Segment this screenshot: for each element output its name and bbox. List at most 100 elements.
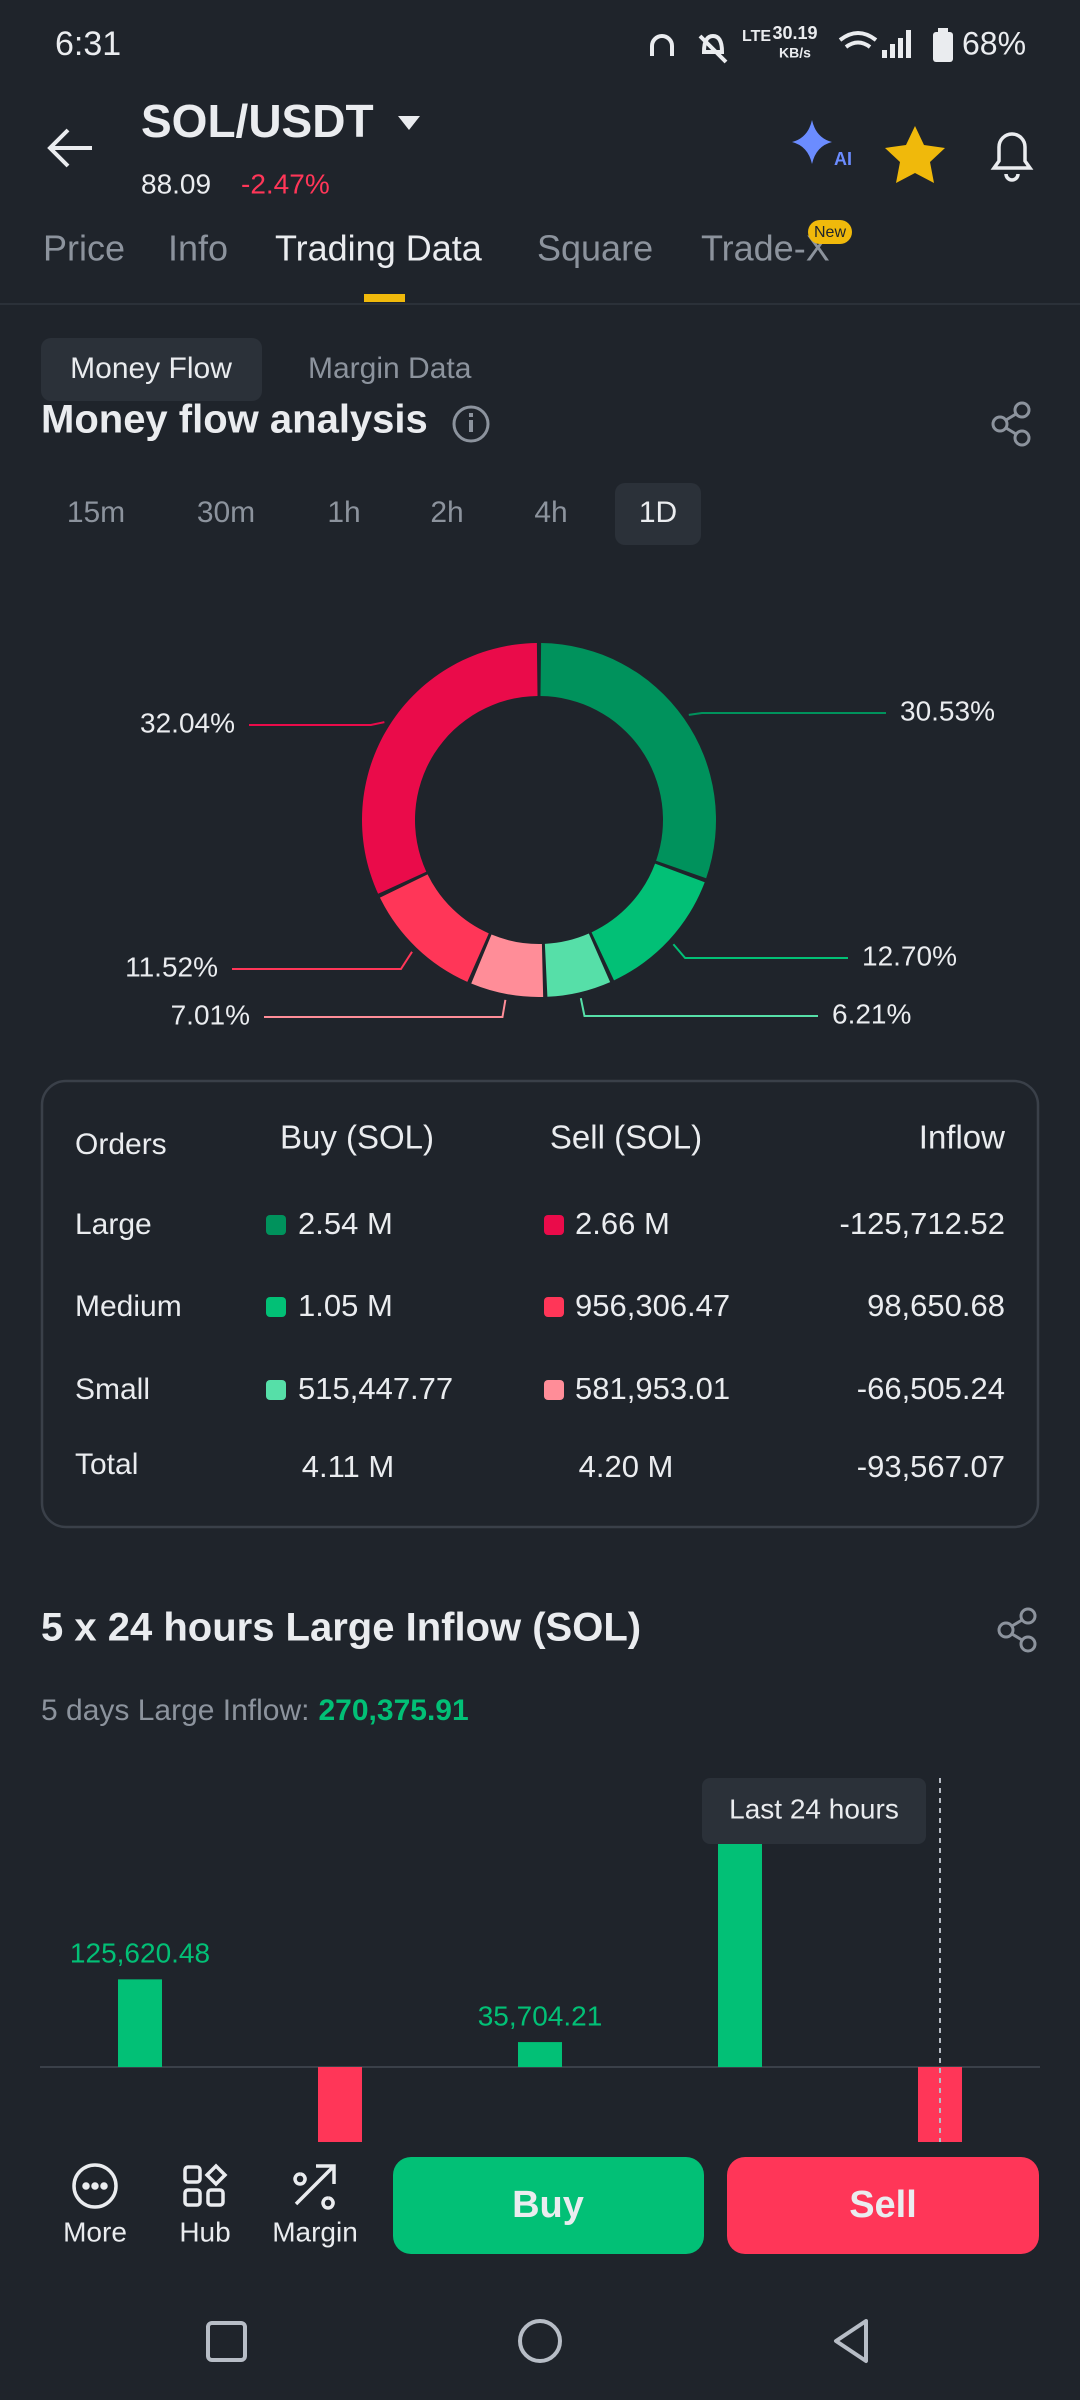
divider bbox=[0, 303, 1080, 305]
sell-button[interactable] bbox=[727, 2157, 1039, 2254]
status-icons bbox=[650, 31, 878, 64]
row-label: Large bbox=[75, 1208, 152, 1241]
interval[interactable]: 4h bbox=[534, 496, 567, 529]
bar[interactable] bbox=[318, 2067, 362, 2150]
buy-cell: 2.54 M bbox=[298, 1206, 393, 1241]
bell-icon[interactable] bbox=[990, 132, 1034, 182]
sell-cell: 2.66 M bbox=[575, 1206, 670, 1241]
row-label: Small bbox=[75, 1373, 150, 1406]
buy-swatch bbox=[266, 1380, 286, 1400]
bar[interactable] bbox=[718, 1826, 762, 2067]
row-label: Total bbox=[75, 1448, 138, 1481]
table-header: Inflow bbox=[919, 1119, 1005, 1156]
interval[interactable]: 2h bbox=[430, 496, 463, 529]
buy-cell: 1.05 M bbox=[298, 1288, 393, 1323]
inflow-cell: -66,505.24 bbox=[857, 1371, 1005, 1406]
donut-segment bbox=[362, 643, 538, 894]
action-label[interactable]: Hub bbox=[179, 2216, 230, 2247]
donut-segment bbox=[471, 934, 544, 997]
ai-icon[interactable] bbox=[792, 120, 832, 164]
section-title: Money flow analysis bbox=[41, 398, 428, 442]
sub-tab[interactable]: Margin Data bbox=[308, 352, 472, 385]
new-badge: New bbox=[814, 224, 846, 241]
net-speed: 30.19 bbox=[772, 23, 817, 43]
bar-label: 125,620.48 bbox=[70, 1938, 210, 1969]
nav-bar bbox=[206, 2319, 868, 2363]
interval[interactable]: 30m bbox=[197, 496, 255, 529]
table-border bbox=[40, 1079, 1040, 1529]
action-label[interactable]: More bbox=[63, 2216, 127, 2247]
donut-segment bbox=[544, 933, 611, 997]
tab[interactable]: Square bbox=[537, 228, 653, 269]
donut-label: 30.53% bbox=[900, 695, 995, 726]
leader-line bbox=[688, 712, 886, 716]
tooltip-text: Last 24 hours bbox=[729, 1793, 899, 1824]
sell-label[interactable]: Sell bbox=[849, 2184, 917, 2226]
new-badge-bg bbox=[808, 220, 852, 244]
sell-swatch bbox=[544, 1215, 564, 1235]
leader-line bbox=[264, 999, 507, 1018]
tab-active[interactable]: Trading Data bbox=[275, 228, 483, 269]
buy-swatch bbox=[266, 1215, 286, 1235]
leader-line bbox=[579, 997, 818, 1017]
interval[interactable]: 1h bbox=[327, 496, 360, 529]
donut-segment bbox=[540, 643, 716, 879]
interval-active-bg bbox=[615, 483, 701, 545]
nav-recents[interactable] bbox=[206, 2321, 247, 2362]
table-header: Sell (SOL) bbox=[550, 1119, 702, 1156]
tab[interactable]: Price bbox=[43, 228, 125, 269]
bar[interactable] bbox=[518, 2042, 562, 2067]
status-time: 6:31 bbox=[55, 25, 121, 63]
favorite-star[interactable] bbox=[885, 126, 945, 183]
interval-active[interactable]: 1D bbox=[639, 496, 677, 529]
buy-button[interactable] bbox=[393, 2157, 704, 2254]
ai-badge: AI bbox=[834, 149, 852, 169]
price-change: -2.47% bbox=[241, 168, 330, 199]
bar[interactable] bbox=[118, 1979, 162, 2067]
donut-label: 7.01% bbox=[171, 999, 250, 1030]
bar-label: 35,704.21 bbox=[478, 2000, 603, 2031]
action-label[interactable]: Margin bbox=[272, 2216, 358, 2247]
sell-cell: 956,306.47 bbox=[575, 1288, 730, 1323]
inflow-cell: -93,567.07 bbox=[857, 1449, 1005, 1484]
back-button[interactable] bbox=[47, 128, 92, 168]
tab-indicator bbox=[364, 294, 405, 302]
donut-label: 12.70% bbox=[862, 940, 957, 971]
row-label: Medium bbox=[75, 1290, 182, 1323]
donut-segment bbox=[591, 863, 705, 981]
info-icon[interactable] bbox=[452, 405, 490, 443]
share-icon[interactable] bbox=[991, 401, 1031, 447]
table-header: Buy (SOL) bbox=[280, 1119, 434, 1156]
chart-title: 5 x 24 hours Large Inflow (SOL) bbox=[41, 1606, 641, 1650]
table-header: Orders bbox=[75, 1128, 167, 1161]
pair-dropdown[interactable] bbox=[398, 116, 420, 130]
sub-tab-active[interactable]: Money Flow bbox=[70, 352, 232, 385]
leader-line bbox=[249, 721, 385, 726]
nav-back[interactable] bbox=[834, 2319, 868, 2363]
inflow-cell: 98,650.68 bbox=[867, 1288, 1005, 1323]
chart-subtitle-value: 270,375.91 bbox=[319, 1694, 469, 1727]
buy-label[interactable]: Buy bbox=[512, 2184, 584, 2226]
sell-cell: 4.20 M bbox=[579, 1449, 674, 1484]
chart-subtitle-label: 5 days Large Inflow: bbox=[41, 1694, 310, 1727]
pair-title[interactable]: SOL/USDT bbox=[141, 95, 374, 147]
sub-tab-bg bbox=[41, 338, 262, 401]
share-icon[interactable] bbox=[997, 1607, 1037, 1653]
donut-label: 11.52% bbox=[125, 951, 218, 982]
net-type: LTE bbox=[742, 28, 771, 45]
buy-cell: 515,447.77 bbox=[298, 1371, 453, 1406]
donut-label: 6.21% bbox=[832, 998, 911, 1029]
battery: 68% bbox=[962, 25, 1026, 61]
buy-swatch bbox=[266, 1297, 286, 1317]
inflow-cell: -125,712.52 bbox=[840, 1206, 1005, 1241]
net-unit: KB/s bbox=[779, 45, 811, 61]
action-icons bbox=[72, 2163, 336, 2210]
donut-segment bbox=[379, 874, 489, 982]
leader-line bbox=[232, 951, 413, 970]
donut-label: 32.04% bbox=[140, 707, 235, 738]
interval[interactable]: 15m bbox=[67, 496, 125, 529]
tab[interactable]: Info bbox=[168, 228, 228, 269]
sell-swatch bbox=[544, 1380, 564, 1400]
nav-home[interactable] bbox=[518, 2319, 562, 2363]
